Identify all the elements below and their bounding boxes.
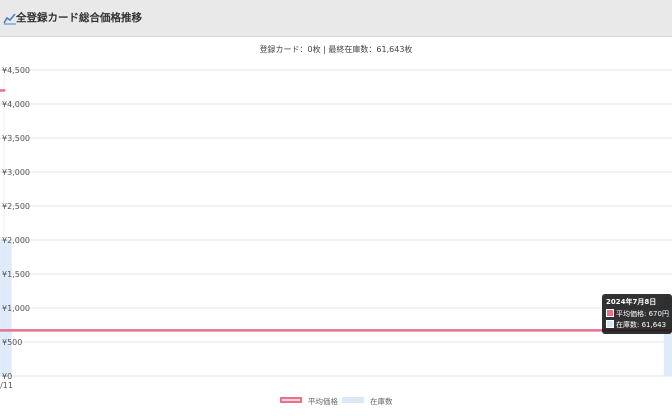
stock-bar [663, 297, 672, 376]
legend: 平均価格 在庫数 [0, 396, 672, 410]
y-tick-label: ¥4,500 [2, 66, 30, 75]
tooltip-price-row: 平均価格: 670円 [606, 309, 669, 320]
y-tick-label: ¥1,000 [2, 304, 30, 313]
chart-title: 全登録カード総合価格推移 [16, 12, 142, 24]
legend-stock-label: 在庫数 [370, 397, 393, 406]
y-tick-label: ¥3,000 [2, 168, 30, 177]
y-axis-ticks: ¥0 ¥500 ¥1,000 ¥1,500 ¥2,000 ¥2,500 ¥3,000 ¥3,5… [2, 66, 30, 381]
legend-stock-swatch [342, 397, 364, 403]
tooltip-stock-row: 在庫数: 61,643 [606, 320, 668, 331]
chart-icon [3, 13, 16, 25]
tooltip-stock: 在庫数: 61,643 [616, 321, 667, 329]
y-tick-label: ¥0 [2, 372, 12, 381]
y-tick-label: ¥2,500 [2, 202, 30, 211]
price-point[interactable] [2, 89, 6, 92]
legend-price-label: 平均価格 [308, 397, 338, 406]
y-tick-label: ¥4,000 [2, 100, 30, 109]
chart-header: 全登録カード総合価格推移 [0, 0, 672, 37]
x-tick-label: 7/11 [0, 381, 13, 390]
stock-swatch-icon [606, 320, 614, 328]
summary-text: 登録カード：0枚 | 最終在庫数：61,643枚 [259, 45, 413, 54]
stock-bars [0, 240, 672, 376]
y-tick-label: ¥1,500 [2, 270, 30, 279]
y-tick-label: ¥3,500 [2, 134, 30, 143]
tooltip-date: 2024年7月8日 [606, 298, 657, 306]
legend-price-swatch [280, 397, 302, 403]
stock-bar [0, 240, 12, 376]
price-line [0, 89, 672, 332]
price-points [2, 89, 672, 332]
price-swatch-icon [606, 309, 614, 317]
y-tick-label: ¥2,000 [2, 236, 30, 245]
grid-lines [0, 69, 672, 377]
x-axis-ticks: 7/118/179/2310/3012/61/122/183/265/26/8 [0, 381, 13, 390]
tooltip-price: 平均価格: 670円 [616, 310, 669, 318]
hover-tooltip: 2024年7月8日 平均価格: 670円 在庫数: 61,643 [602, 294, 672, 334]
y-tick-label: ¥500 [2, 338, 22, 347]
